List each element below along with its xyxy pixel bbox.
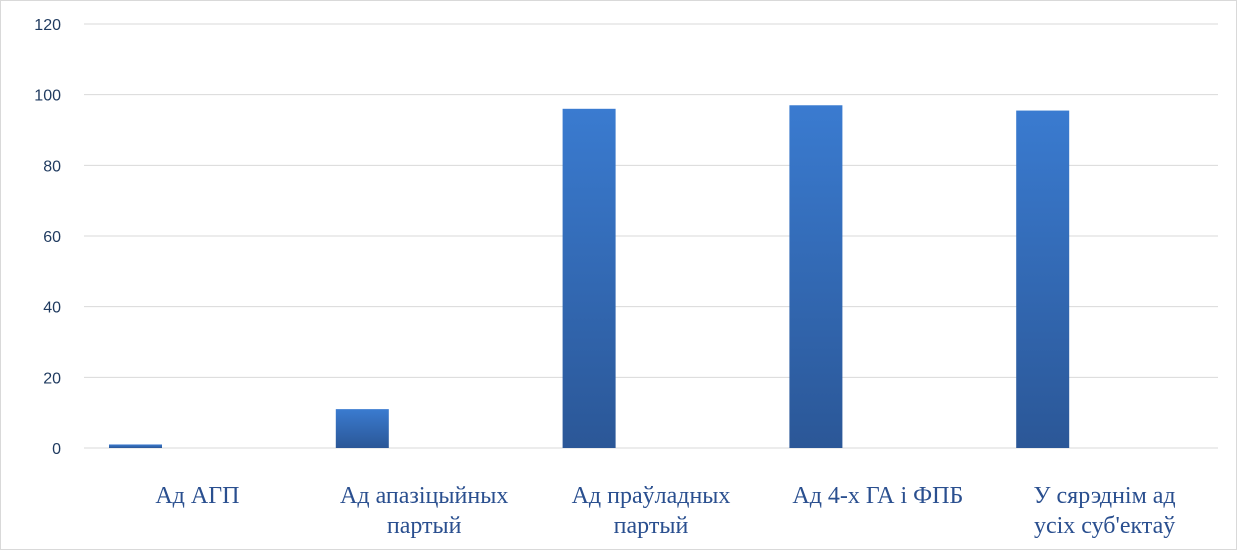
category-label-3: Ад праўладных партый bbox=[572, 483, 731, 539]
y-tick-label: 20 bbox=[43, 370, 61, 387]
bar-2 bbox=[335, 409, 389, 448]
bar-5 bbox=[1016, 110, 1070, 449]
bar-3 bbox=[562, 108, 616, 449]
y-tick-label: 120 bbox=[34, 17, 61, 34]
y-tick-label: 0 bbox=[52, 441, 61, 458]
y-tick-label: 80 bbox=[43, 158, 61, 175]
bar-4 bbox=[789, 105, 843, 449]
y-tick-label: 40 bbox=[43, 300, 61, 317]
y-axis-ticks: 0 20 40 60 80 100 120 bbox=[34, 17, 61, 458]
bars bbox=[109, 105, 1070, 449]
category-label-2: Ад апазіцыйных партый bbox=[340, 483, 508, 539]
y-tick-label: 100 bbox=[34, 88, 61, 105]
gridlines bbox=[84, 23, 1218, 449]
category-label-1: Ад АГП bbox=[155, 483, 239, 509]
bar-1 bbox=[109, 444, 162, 448]
x-axis-categories: Ад АГП Ад апазіцыйных партый Ад праўладных п… bbox=[155, 483, 1175, 539]
category-label-4: Ад 4-х ГА і ФПБ bbox=[792, 483, 963, 509]
category-label-5: У сярэднім ад усіх суб'ектаў bbox=[1034, 483, 1176, 539]
y-tick-label: 60 bbox=[43, 229, 61, 246]
